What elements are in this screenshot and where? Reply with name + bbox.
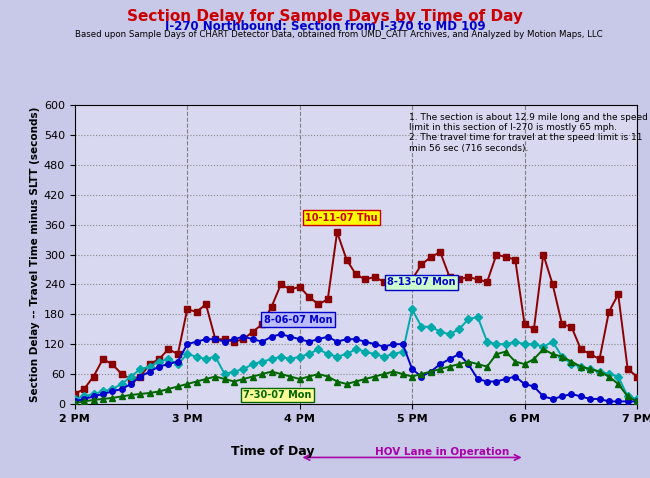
Text: Based upon Sample Days of CHART Detector Data, obtained from UMD_CATT Archives, : Based upon Sample Days of CHART Detector… (75, 30, 603, 39)
Text: 8-13-07 Mon: 8-13-07 Mon (387, 277, 456, 287)
Text: 8-06-07 Mon: 8-06-07 Mon (264, 315, 332, 325)
Text: 7-30-07 Mon: 7-30-07 Mon (243, 390, 312, 400)
Text: Time of Day: Time of Day (231, 445, 315, 458)
Text: 1. The section is about 12.9 mile long and the speed
limit in this section of I-: 1. The section is about 12.9 mile long a… (410, 113, 648, 153)
Text: 10-11-07 Thu: 10-11-07 Thu (306, 213, 378, 223)
Text: Section Delay for Sample Days by Time of Day: Section Delay for Sample Days by Time of… (127, 9, 523, 23)
Y-axis label: Section Delay -- Travel Time minus SLTT (seconds): Section Delay -- Travel Time minus SLTT … (30, 107, 40, 402)
Text: HOV Lane in Operation: HOV Lane in Operation (375, 447, 509, 456)
Text: I-270 Northbound: Section from I-370 to MD 109: I-270 Northbound: Section from I-370 to … (164, 20, 486, 33)
